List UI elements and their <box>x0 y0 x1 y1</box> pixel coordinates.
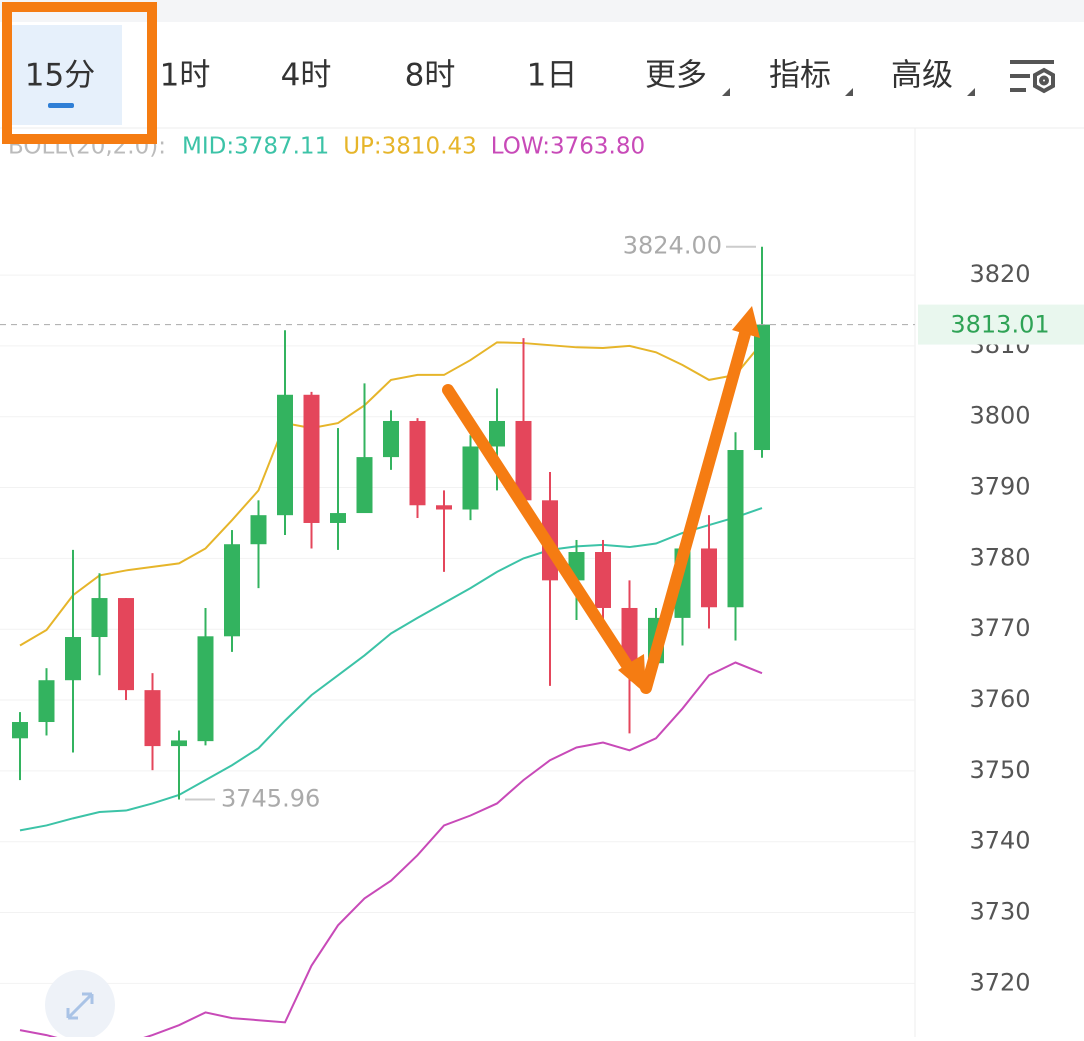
indicator-line <box>19 341 763 647</box>
y-tick-label: 3820 <box>969 260 1030 288</box>
candle-body <box>91 598 108 638</box>
candle-body <box>12 722 28 739</box>
candle-body <box>224 544 240 637</box>
min-label: 3745.96 <box>221 785 320 813</box>
candle-body <box>277 394 293 516</box>
drawn-arrows <box>442 306 760 694</box>
candle-body <box>118 598 134 691</box>
y-tick-label: 3730 <box>969 898 1030 926</box>
max-label: 3824.00 <box>623 232 722 260</box>
candle-body <box>409 420 426 506</box>
y-tick-label: 3760 <box>969 685 1030 713</box>
candle-body <box>727 450 744 608</box>
candle-body <box>356 457 373 514</box>
candle-body <box>489 420 505 447</box>
y-tick-label: 3770 <box>969 614 1030 642</box>
candle-body <box>436 505 452 510</box>
last-price-label: 3813.01 <box>950 311 1049 339</box>
legend-entry: MID:3787.11 <box>182 134 329 160</box>
candle-body <box>144 690 161 747</box>
candle-body <box>250 515 267 545</box>
tab-bar: 15分 1时 4时 8时 1日 更多 指标 高级 <box>25 58 953 94</box>
y-tick-label: 3790 <box>969 473 1030 501</box>
candle-body <box>595 552 611 608</box>
tab-label[interactable]: 1时 <box>160 58 211 94</box>
candle-body <box>621 607 638 664</box>
candle-body <box>38 680 55 723</box>
tab-label[interactable]: 4时 <box>281 58 332 94</box>
candle-body <box>171 740 187 747</box>
tab-label[interactable]: 1日 <box>527 58 578 94</box>
tab-label[interactable]: 更多 <box>645 58 707 94</box>
legend-entry: UP:3810.43 <box>343 134 477 160</box>
candle-body <box>303 394 320 523</box>
y-tick-label: 3740 <box>969 827 1030 855</box>
expand-button[interactable] <box>45 970 115 1040</box>
tab-label[interactable]: 8时 <box>405 58 456 94</box>
annotations: 3813.01 3824.00 3745.96 <box>0 232 1084 813</box>
grid: 3720373037403750376037703780379038003810… <box>0 260 1031 996</box>
candle-body <box>701 548 717 608</box>
indicator-line <box>19 661 763 1037</box>
candle-body <box>383 420 399 458</box>
tab-label[interactable]: 15分 <box>25 58 95 94</box>
dropdown-markers <box>722 88 975 96</box>
candle-body <box>65 637 81 681</box>
candle-body <box>462 446 479 510</box>
candle-body <box>330 513 346 523</box>
highlight-box <box>2 2 157 144</box>
indicator-line <box>19 507 763 832</box>
y-tick-label: 3800 <box>969 402 1030 430</box>
y-tick-label: 3750 <box>969 756 1030 784</box>
legend-entry: LOW:3763.80 <box>491 134 645 160</box>
y-tick-label: 3720 <box>969 968 1030 996</box>
y-tick-label: 3780 <box>969 543 1030 571</box>
tab-label[interactable]: 高级 <box>891 58 953 94</box>
settings-icon[interactable] <box>1010 60 1055 94</box>
active-tab-indicator <box>48 103 74 108</box>
candle-body <box>515 420 532 501</box>
active-tab-bg <box>12 25 122 125</box>
last-price-box <box>918 304 1084 345</box>
tab-label[interactable]: 指标 <box>769 58 831 94</box>
status-strip <box>0 0 1084 22</box>
candle-body <box>197 636 214 742</box>
candle-body <box>754 324 770 451</box>
expand-icon <box>66 992 94 1020</box>
indicator-legend: BOLL(20,2.0): MID:3787.11 UP:3810.43 LOW:37… <box>8 134 645 160</box>
